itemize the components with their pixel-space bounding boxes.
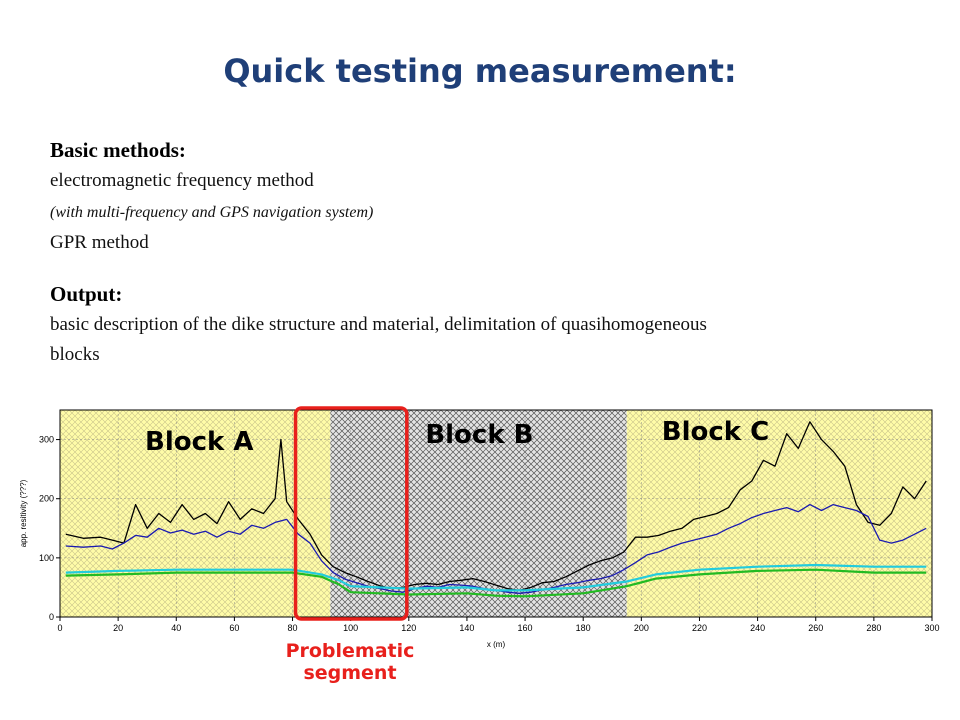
resistivity-chart: 0 20 40 60 80 100 120 140 160 180 200 220 240 260 280 3… (19, 406, 940, 649)
x-tick-label: 220 (692, 623, 707, 633)
block-region-3 (626, 410, 932, 617)
slide-title: Quick testing measurement: (223, 52, 737, 90)
x-axis-label: x (m) (487, 640, 506, 649)
y-tick-label: 300 (39, 435, 54, 445)
x-tick-label: 140 (459, 623, 474, 633)
x-tick-label: 260 (808, 623, 823, 633)
problematic-line2: segment (303, 662, 397, 684)
basic-method-gpr: GPR method (50, 232, 149, 253)
problematic-segment-box (293, 406, 409, 621)
y-tick-label: 100 (39, 553, 54, 563)
block-label-2: Block B (425, 420, 533, 450)
x-tick-label: 20 (113, 623, 123, 633)
output-heading: Output: (50, 282, 123, 306)
x-tick-label: 160 (518, 623, 533, 633)
y-axis-label: app. resitivity (???) (19, 479, 28, 547)
problematic-line1: Problematic (285, 640, 415, 662)
series-line-1 (65, 421, 927, 592)
basic-method-em: electromagnetic frequency method (50, 170, 314, 191)
problematic-segment-label: Problematic segment (270, 640, 430, 684)
block-label-1: Block A (145, 427, 253, 457)
x-tick-label: 300 (924, 623, 939, 633)
output-text-line2: blocks (50, 344, 100, 365)
series-line-3 (65, 563, 927, 592)
y-tick-label: 0 (49, 612, 54, 622)
basic-method-note: (with multi-frequency and GPS navigation… (50, 204, 374, 221)
basic-methods-heading: Basic methods: (50, 138, 186, 162)
x-tick-label: 240 (750, 623, 765, 633)
x-tick-label: 200 (634, 623, 649, 633)
plot-frame (59, 409, 933, 618)
series-line-4 (65, 568, 927, 598)
x-tick-label: 100 (343, 623, 358, 633)
x-tick-label: 80 (288, 623, 298, 633)
x-tick-label: 120 (401, 623, 416, 633)
x-tick-label: 40 (171, 623, 181, 633)
y-tick-label: 200 (39, 494, 54, 504)
x-tick-label: 0 (57, 623, 62, 633)
x-tick-label: 60 (229, 623, 239, 633)
block-label-3: Block C (662, 417, 769, 447)
output-text-line1: basic description of the dike structure … (50, 314, 707, 335)
x-tick-label: 180 (576, 623, 591, 633)
block-region-1 (60, 410, 331, 617)
x-tick-label: 280 (866, 623, 881, 633)
